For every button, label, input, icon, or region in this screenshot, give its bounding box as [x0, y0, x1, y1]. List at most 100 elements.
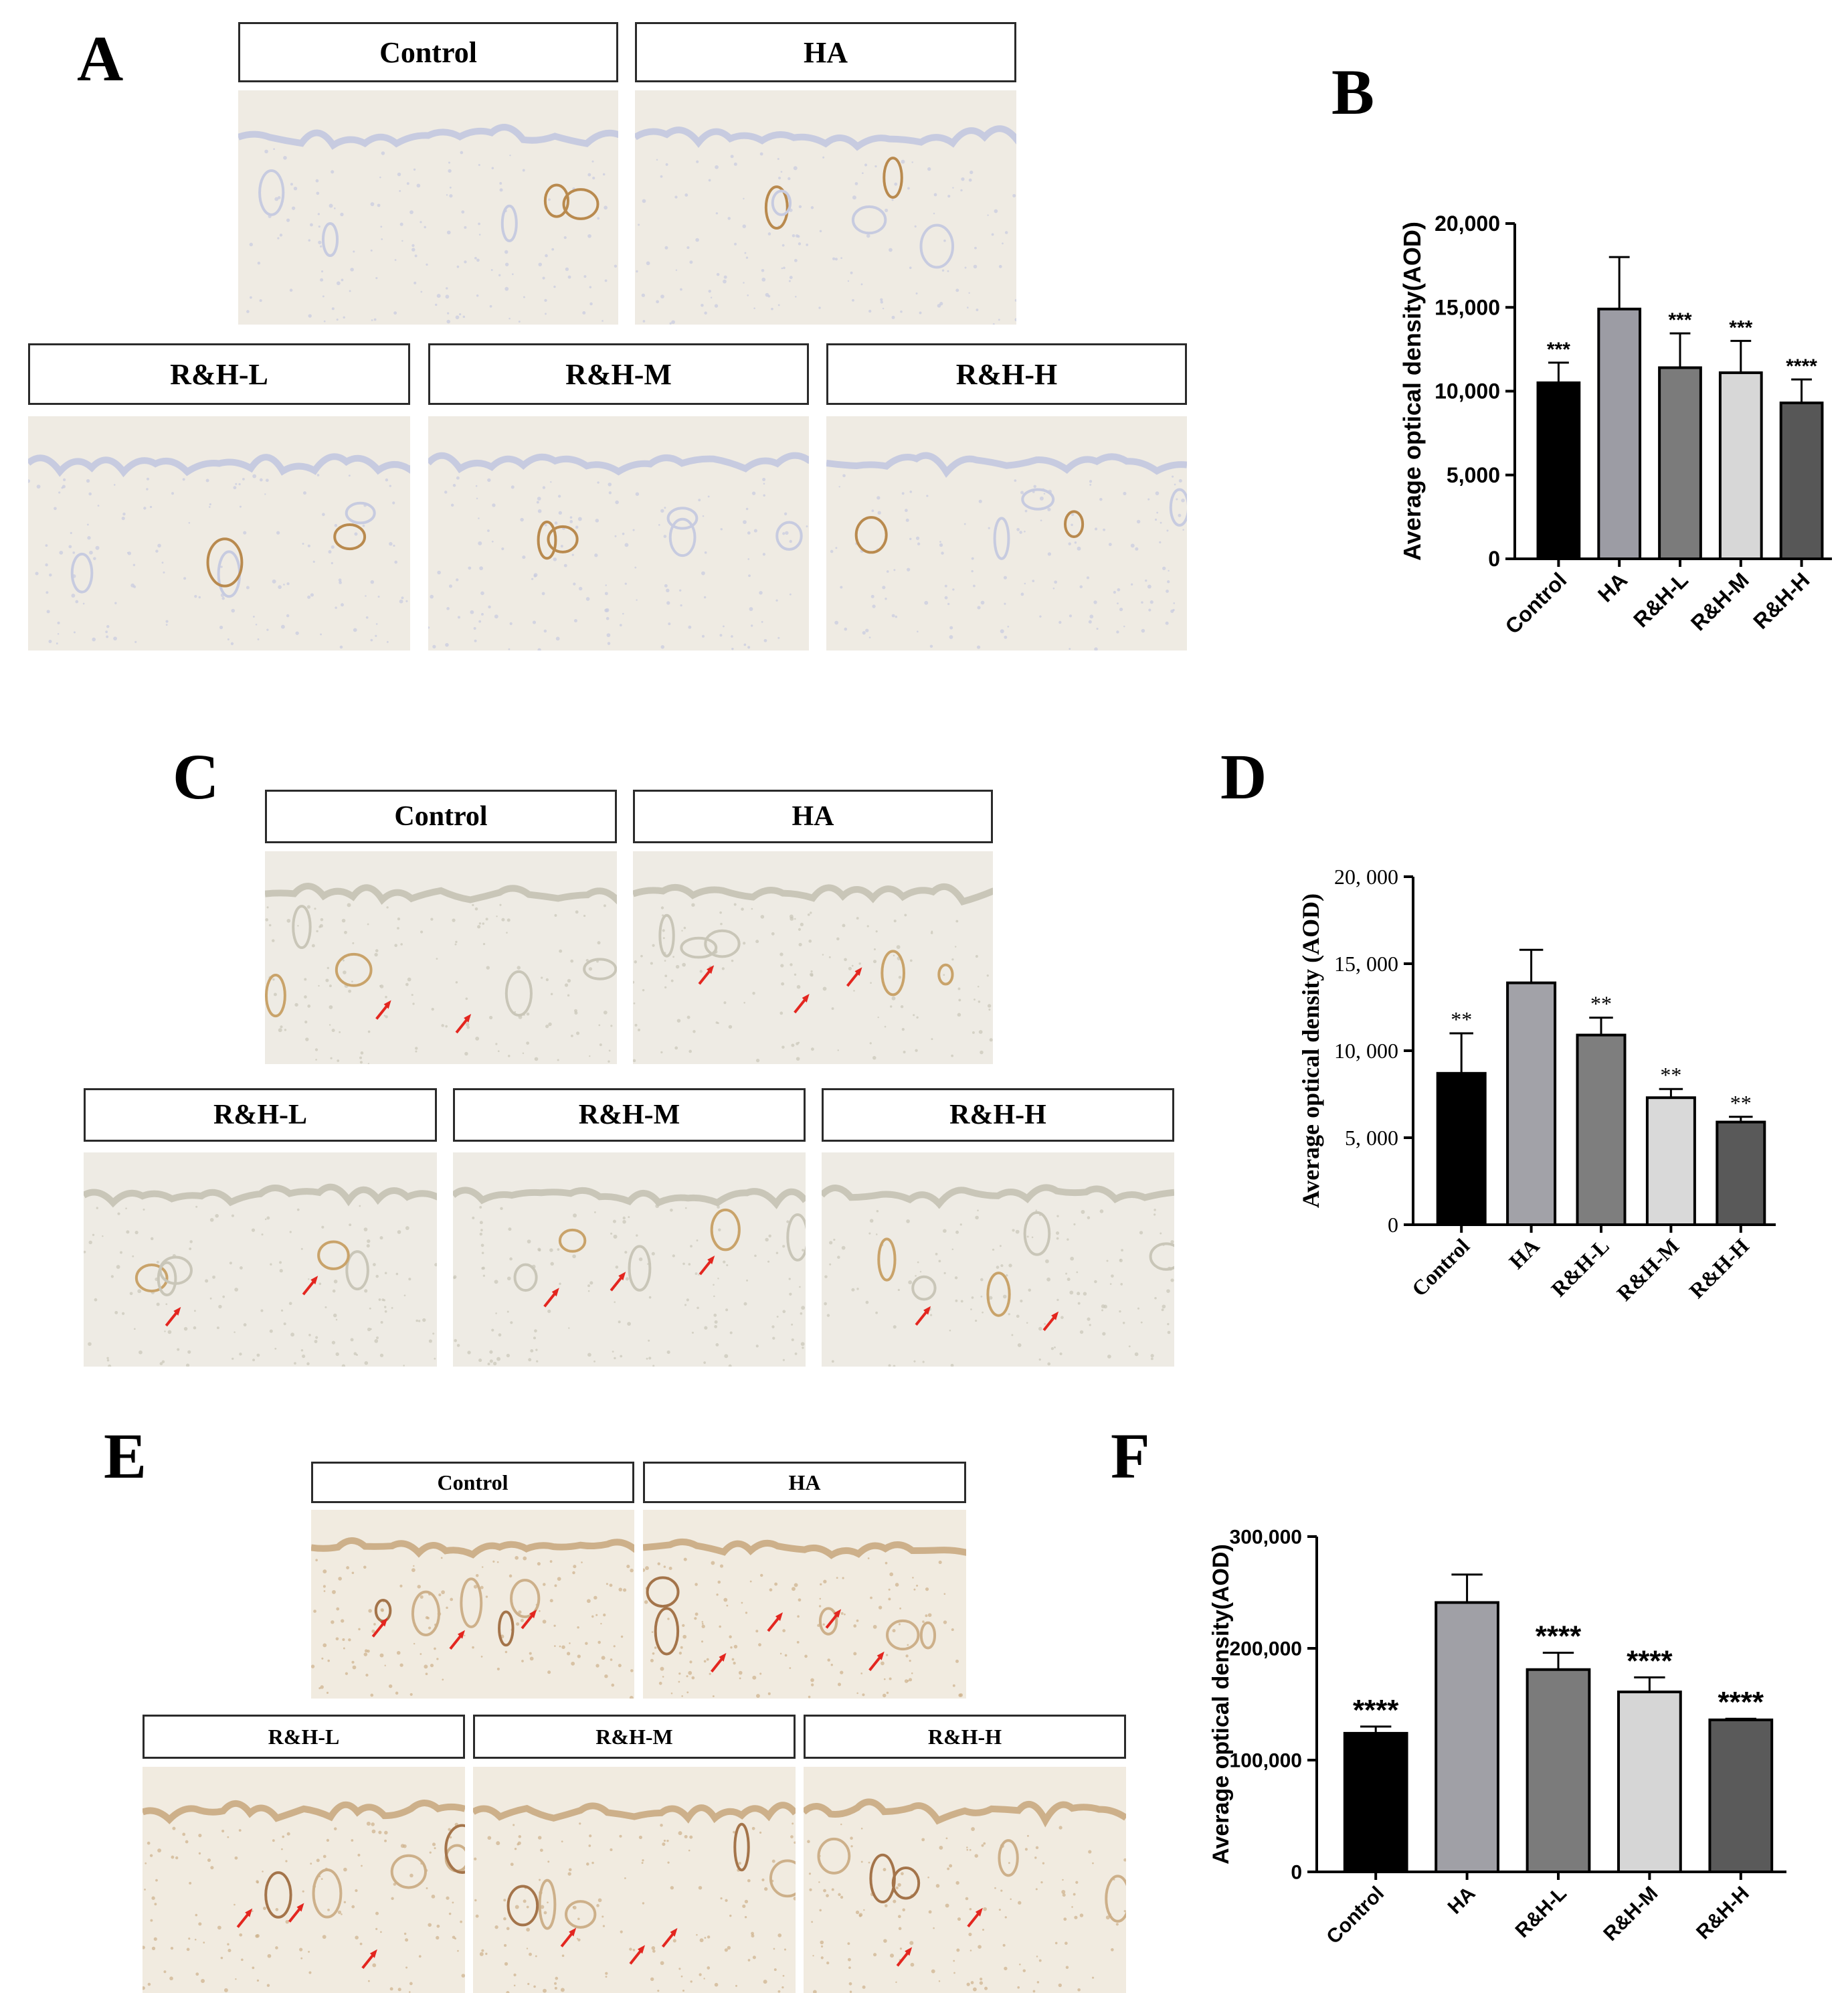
cell-nucleus: [195, 1972, 199, 1976]
cell-nucleus: [239, 1266, 243, 1270]
cell-nucleus: [969, 1907, 972, 1911]
cell-nucleus: [198, 1834, 202, 1838]
cell-nucleus: [614, 1357, 616, 1360]
cell-nucleus: [745, 507, 749, 511]
cell-nucleus: [1123, 1910, 1126, 1913]
cell-nucleus: [910, 1962, 915, 1967]
cell-nucleus: [596, 1904, 599, 1907]
cell-nucleus: [955, 1659, 959, 1663]
cell-nucleus: [209, 1217, 214, 1222]
cell-nucleus: [341, 1913, 343, 1915]
cell-nucleus: [170, 1946, 174, 1950]
cell-nucleus: [697, 1306, 699, 1310]
hair-follicle: [1169, 488, 1187, 527]
cell-nucleus: [430, 918, 434, 921]
cell-nucleus: [847, 1942, 850, 1945]
cell-nucleus: [1046, 1277, 1051, 1282]
cell-nucleus: [1089, 483, 1092, 486]
cell-nucleus: [775, 1251, 779, 1254]
cell-nucleus: [113, 484, 116, 486]
cell-nucleus: [701, 571, 705, 576]
cell-nucleus: [779, 952, 783, 956]
cell-nucleus: [540, 1905, 545, 1909]
cell-nucleus: [555, 1976, 559, 1980]
cell-nucleus: [1074, 1915, 1078, 1919]
cell-nucleus: [1045, 1259, 1049, 1264]
cell-nucleus: [478, 234, 481, 236]
cell-nucleus: [448, 584, 453, 588]
cell-nucleus: [481, 612, 484, 616]
cell-nucleus: [818, 1605, 822, 1608]
cell-nucleus: [259, 299, 262, 302]
cell-nucleus: [82, 602, 85, 605]
cell-nucleus: [651, 1631, 654, 1634]
cell-nucleus: [646, 1357, 648, 1360]
cell-nucleus: [978, 499, 982, 503]
cell-nucleus: [147, 1841, 151, 1845]
cell-nucleus: [496, 1667, 500, 1670]
x-tick-label: Control: [1500, 568, 1571, 638]
cell-nucleus: [933, 1927, 935, 1929]
cell-nucleus: [1065, 1941, 1068, 1945]
cell-nucleus: [895, 1886, 899, 1890]
cell-nucleus: [1166, 589, 1169, 593]
cell-nucleus: [320, 245, 322, 248]
cell-nucleus: [858, 962, 861, 965]
cell-nucleus: [286, 919, 291, 923]
epidermis: [428, 452, 809, 476]
cell-nucleus: [963, 523, 966, 525]
cell-nucleus: [853, 1624, 857, 1628]
cell-nucleus: [864, 163, 868, 167]
cell-nucleus: [1119, 1310, 1121, 1313]
cell-nucleus: [371, 319, 373, 321]
hair-follicle: [646, 1576, 680, 1608]
cell-nucleus: [797, 1615, 800, 1618]
cell-nucleus: [878, 1606, 883, 1610]
cell-nucleus: [680, 604, 682, 607]
cell-nucleus: [266, 906, 269, 909]
cell-nucleus: [364, 1649, 368, 1653]
cell-nucleus: [189, 1240, 193, 1243]
cell-nucleus: [1020, 1299, 1023, 1303]
cell-nucleus: [492, 1361, 497, 1366]
cell-nucleus: [606, 633, 611, 637]
cell-nucleus: [872, 1625, 877, 1629]
cell-nucleus: [860, 1860, 863, 1863]
cell-nucleus: [725, 1308, 729, 1312]
cell-nucleus: [674, 1046, 678, 1050]
cell-nucleus: [424, 226, 426, 229]
cell-nucleus: [638, 1835, 642, 1839]
cell-nucleus: [1035, 1209, 1038, 1211]
cell-nucleus: [862, 1985, 866, 1989]
cell-nucleus: [506, 1276, 511, 1281]
hair-follicle: [206, 537, 244, 588]
cell-nucleus: [939, 541, 941, 543]
cell-nucleus: [681, 930, 683, 932]
cell-nucleus: [1024, 582, 1026, 585]
cell-nucleus: [724, 1354, 729, 1359]
cell-nucleus: [373, 318, 377, 321]
panel-a-micrograph-rh-m: [428, 416, 809, 651]
cell-nucleus: [634, 566, 637, 569]
cell-nucleus: [536, 1360, 539, 1363]
cell-nucleus: [457, 616, 460, 619]
cell-nucleus: [318, 1686, 321, 1690]
cell-nucleus: [792, 1822, 794, 1825]
cell-nucleus: [969, 170, 974, 175]
cell-nucleus: [1004, 231, 1008, 234]
cell-nucleus: [308, 314, 312, 318]
cell-nucleus: [1145, 579, 1147, 582]
cell-nucleus: [1156, 511, 1159, 514]
cell-nucleus: [557, 1059, 559, 1061]
cell-nucleus: [544, 298, 547, 302]
cell-nucleus: [794, 1841, 796, 1844]
cell-nucleus: [970, 1308, 972, 1310]
cell-nucleus: [375, 623, 378, 625]
significance-label: **: [1730, 1091, 1752, 1115]
cell-nucleus: [326, 1838, 330, 1842]
cell-nucleus: [939, 543, 943, 547]
cell-nucleus: [755, 940, 759, 944]
cell-nucleus: [378, 1830, 382, 1834]
cell-nucleus: [708, 179, 711, 182]
significance-label: ****: [1718, 1686, 1764, 1719]
